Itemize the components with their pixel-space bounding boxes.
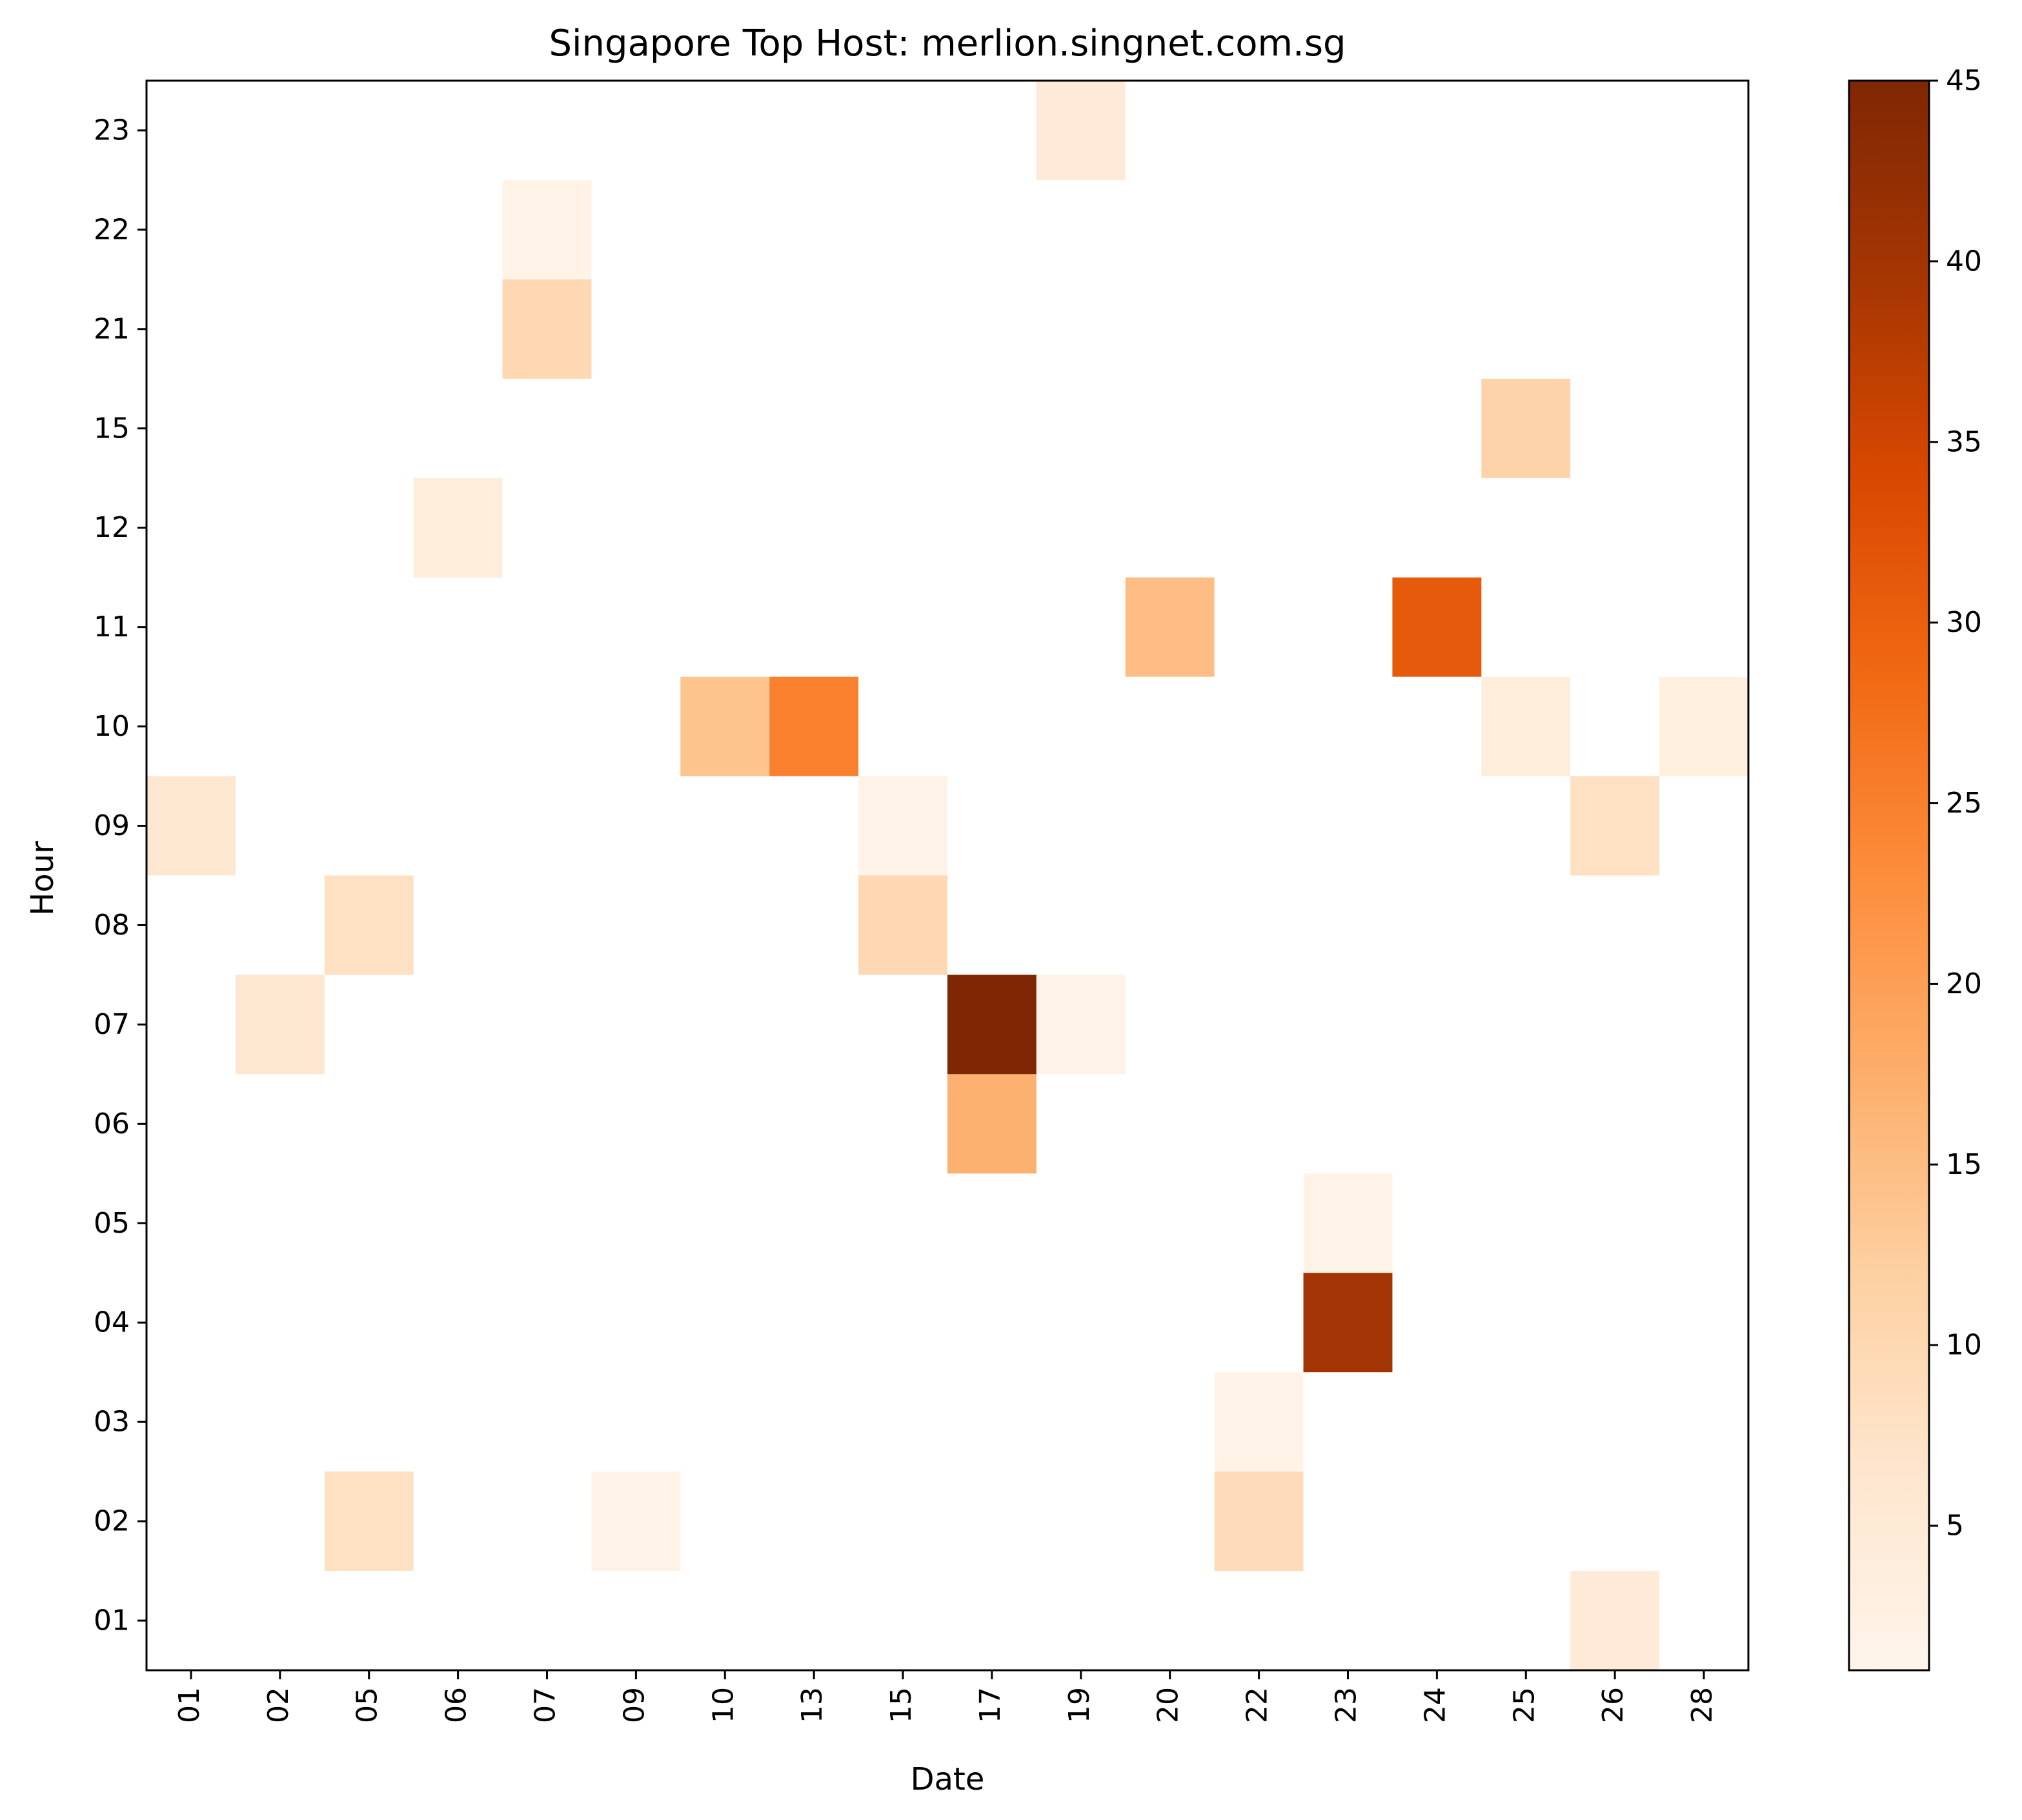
x-tick-label: 19 (1063, 1687, 1096, 1723)
heatmap-cell (858, 875, 947, 975)
x-tick-label: 26 (1597, 1687, 1630, 1723)
y-tick-label: 02 (94, 1505, 130, 1538)
heatmap-cell (680, 676, 770, 776)
heatmap-cell (502, 179, 592, 279)
heatmap-cell (947, 975, 1036, 1075)
y-tick-label: 21 (94, 312, 130, 345)
colorbar-tick-label: 10 (1946, 1329, 1982, 1362)
x-tick-label: 25 (1508, 1687, 1541, 1723)
x-tick-label: 13 (796, 1687, 829, 1723)
heatmap-cell (1214, 1372, 1304, 1472)
heatmap-cell (235, 975, 325, 1075)
x-tick-label: 02 (262, 1687, 295, 1723)
heatmap-cell (1392, 577, 1482, 677)
x-tick-label: 01 (173, 1687, 206, 1723)
heatmap-cell (1570, 776, 1660, 876)
colorbar-tick-label: 20 (1946, 967, 1982, 1000)
heatmap-cell (947, 1074, 1036, 1174)
x-tick-label: 06 (440, 1687, 473, 1723)
chart-title: Singapore Top Host: merlion.singnet.com.… (549, 23, 1346, 65)
y-tick-label: 22 (94, 213, 130, 246)
heatmap-cell (1659, 676, 1748, 776)
heatmap-cell (502, 279, 592, 379)
y-axis-label: Hour (25, 841, 61, 916)
colorbar-tick-label: 5 (1946, 1510, 1964, 1542)
x-tick-label: 20 (1152, 1687, 1185, 1723)
y-tick-label: 03 (94, 1406, 130, 1439)
x-tick-label: 09 (618, 1687, 651, 1723)
x-tick-label: 22 (1241, 1687, 1274, 1723)
heatmap-cell (1214, 1471, 1304, 1572)
heatmap-cell (1570, 1571, 1660, 1670)
heatmap-cell (769, 676, 859, 776)
y-tick-label: 09 (94, 809, 130, 842)
x-tick-label: 07 (529, 1687, 562, 1723)
colorbar (1848, 79, 1930, 1672)
colorbar-ticks: 5 10 15 20 25 30 35 40 45 (1929, 65, 1982, 1542)
heatmap-cells (147, 81, 1748, 1670)
colorbar-tick-label: 15 (1946, 1148, 1982, 1181)
axis-ticks: 01 02 05 06 07 09 10 13 15 17 19 20 22 23 24 25 26 28 01 02… (94, 114, 1719, 1723)
x-tick-label: 05 (351, 1687, 384, 1723)
colorbar-tick-label: 25 (1946, 787, 1982, 820)
x-axis-label: Date (911, 1761, 985, 1797)
colorbar-tick-label: 45 (1946, 65, 1982, 97)
heatmap-cell (324, 875, 414, 975)
x-tick-label: 24 (1419, 1687, 1451, 1723)
y-tick-label: 12 (94, 511, 130, 544)
plot-frame (145, 79, 1750, 1672)
x-tick-label: 10 (707, 1687, 740, 1723)
heatmap-cell (1125, 577, 1215, 677)
heatmap-cell (1036, 81, 1126, 180)
colorbar-tick-label: 35 (1946, 425, 1982, 458)
heatmap-cell (324, 1471, 414, 1572)
y-tick-label: 11 (94, 611, 130, 643)
y-tick-label: 23 (94, 114, 130, 147)
colorbar-tick-label: 30 (1946, 606, 1982, 639)
x-tick-label: 23 (1330, 1687, 1363, 1723)
heatmap-cell (413, 478, 503, 578)
heatmap-cell (147, 776, 236, 876)
heatmap-cell (591, 1471, 681, 1572)
y-tick-label: 08 (94, 909, 130, 942)
heatmap-cell (858, 776, 947, 876)
heatmap-cell (1303, 1273, 1393, 1373)
heatmap-cell (1303, 1173, 1393, 1273)
x-tick-label: 15 (885, 1687, 918, 1723)
heatmap-cell (1036, 975, 1126, 1075)
x-tick-label: 17 (974, 1687, 1007, 1723)
y-tick-label: 05 (94, 1207, 130, 1240)
x-tick-label: 28 (1686, 1687, 1719, 1723)
y-tick-label: 07 (94, 1008, 130, 1041)
y-tick-label: 01 (94, 1604, 130, 1637)
y-tick-label: 04 (94, 1306, 130, 1339)
y-tick-label: 10 (94, 710, 130, 743)
colorbar-tick-label: 40 (1946, 245, 1982, 278)
heatmap-cell (1481, 378, 1571, 478)
heatmap-cell (1481, 676, 1571, 776)
y-tick-label: 06 (94, 1107, 130, 1140)
y-tick-label: 15 (94, 412, 130, 445)
